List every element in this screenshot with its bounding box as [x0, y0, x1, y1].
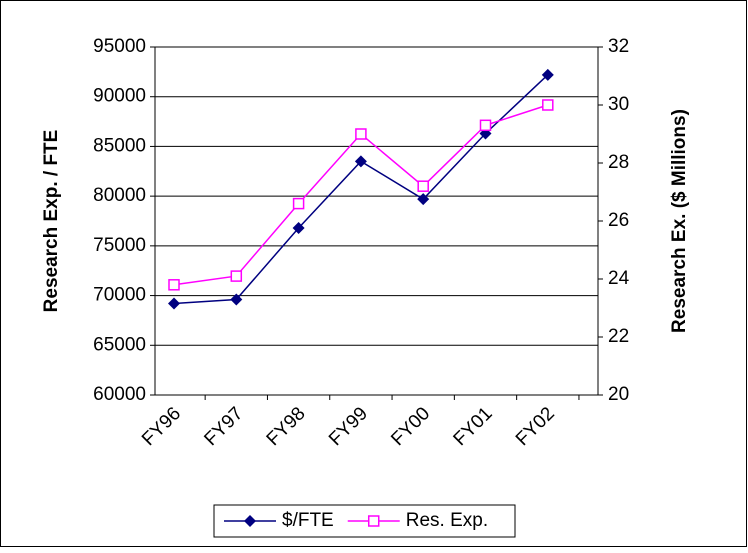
marker-square — [230, 270, 243, 282]
y2-tick-label: 28 — [608, 152, 629, 173]
marker-diamond — [292, 221, 305, 234]
legend-label: $/FTE — [282, 510, 334, 531]
y-axis-title: Research Exp. / FTE — [41, 130, 62, 313]
marker-square — [417, 180, 429, 192]
y-tick-label: 95000 — [93, 36, 146, 57]
y2-tick-label: 26 — [608, 210, 629, 231]
marker-square — [168, 279, 180, 291]
y-tick-label: 90000 — [93, 86, 146, 107]
y-tick-label: 85000 — [93, 135, 146, 156]
legend-label: Res. Exp. — [406, 510, 488, 531]
y2-tick-label: 30 — [608, 94, 629, 115]
marker-diamond — [541, 68, 554, 81]
y-tick-label: 70000 — [93, 285, 146, 306]
marker-square — [479, 119, 492, 132]
y2-tick-label: 32 — [608, 36, 629, 57]
marker-diamond — [230, 293, 243, 306]
y2-axis-title: Research Ex. ($ Millions) — [669, 109, 690, 333]
y-tick-label: 80000 — [93, 185, 146, 206]
y-tick-label: 60000 — [93, 384, 146, 405]
marker-diamond — [354, 155, 367, 168]
marker-square — [542, 99, 554, 111]
marker-diamond — [417, 193, 430, 206]
y2-tick-label: 20 — [608, 384, 629, 405]
marker-square — [367, 515, 380, 527]
y-tick-label: 75000 — [93, 235, 146, 256]
marker-diamond — [168, 297, 180, 310]
y-tick-label: 65000 — [93, 334, 146, 355]
marker-square — [292, 197, 305, 210]
marker-square — [355, 128, 367, 140]
marker-diamond — [244, 515, 256, 527]
y2-tick-label: 22 — [608, 326, 629, 347]
y2-tick-label: 24 — [608, 268, 630, 289]
